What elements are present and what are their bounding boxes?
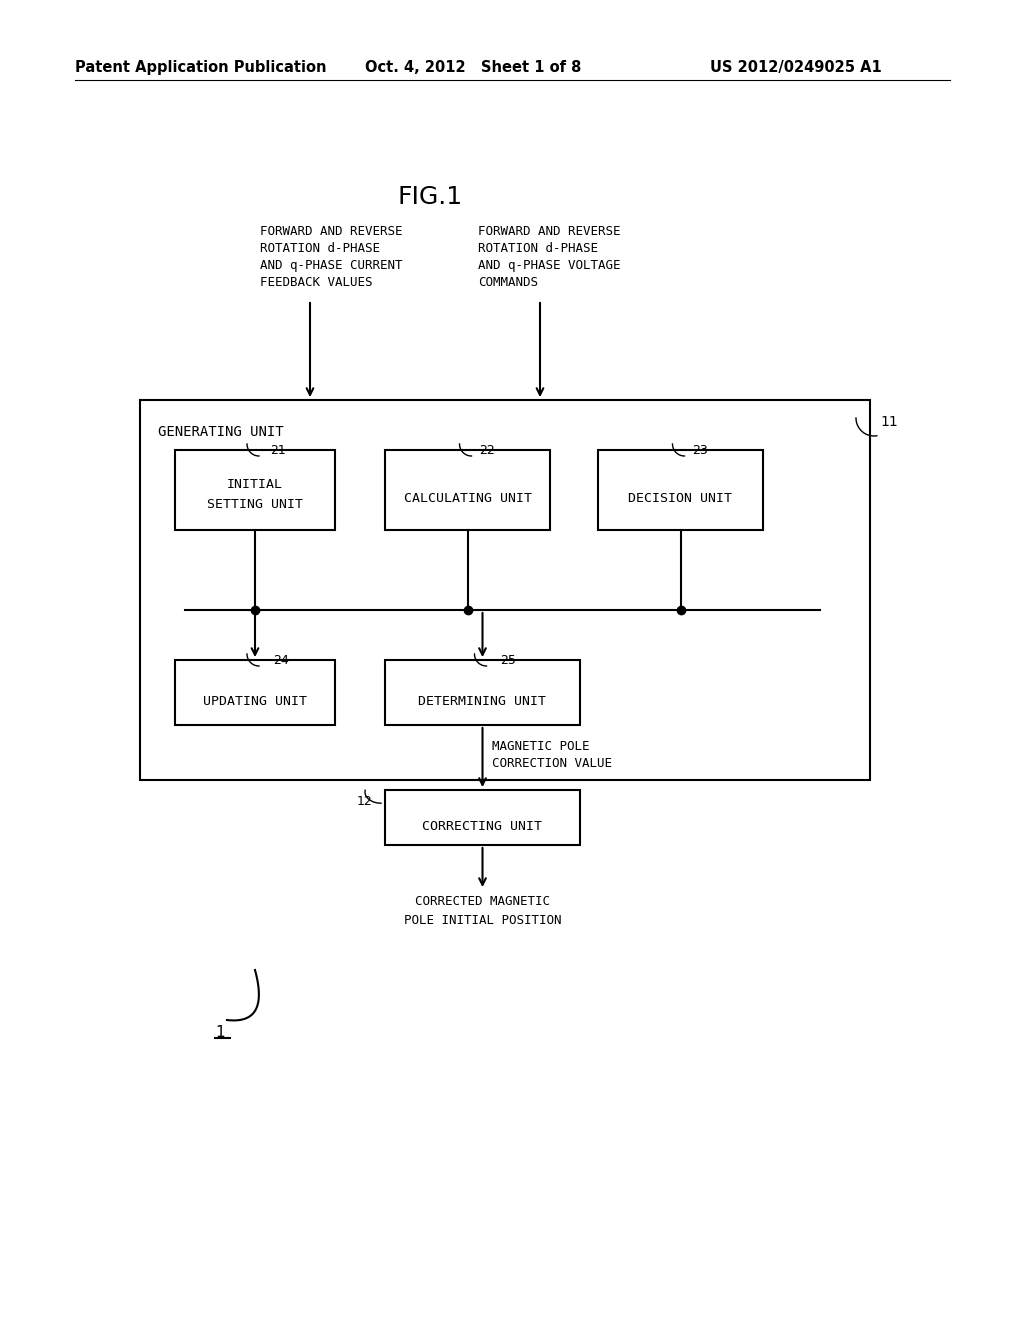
Text: US 2012/0249025 A1: US 2012/0249025 A1: [710, 59, 882, 75]
Text: CORRECTED MAGNETIC: CORRECTED MAGNETIC: [415, 895, 550, 908]
Text: FEEDBACK VALUES: FEEDBACK VALUES: [260, 276, 373, 289]
Text: 23: 23: [692, 444, 709, 457]
Bar: [175, 660, 335, 725]
Text: FORWARD AND REVERSE: FORWARD AND REVERSE: [260, 224, 402, 238]
Bar: [598, 450, 763, 531]
Text: COMMANDS: COMMANDS: [478, 276, 538, 289]
Text: 24: 24: [273, 653, 289, 667]
Text: DETERMINING UNIT: DETERMINING UNIT: [419, 696, 547, 708]
Text: ROTATION d-PHASE: ROTATION d-PHASE: [478, 242, 598, 255]
Text: SETTING UNIT: SETTING UNIT: [207, 498, 303, 511]
Bar: [175, 450, 335, 531]
Bar: [385, 660, 580, 725]
Text: DECISION UNIT: DECISION UNIT: [629, 492, 732, 506]
Text: 11: 11: [880, 414, 898, 429]
Text: POLE INITIAL POSITION: POLE INITIAL POSITION: [403, 913, 561, 927]
Text: 21: 21: [270, 444, 286, 457]
Text: AND q-PHASE VOLTAGE: AND q-PHASE VOLTAGE: [478, 259, 621, 272]
Text: CORRECTION VALUE: CORRECTION VALUE: [493, 756, 612, 770]
Text: MAGNETIC POLE: MAGNETIC POLE: [493, 741, 590, 752]
Text: FIG.1: FIG.1: [397, 185, 463, 209]
Text: FORWARD AND REVERSE: FORWARD AND REVERSE: [478, 224, 621, 238]
Text: GENERATING UNIT: GENERATING UNIT: [158, 425, 284, 440]
Text: AND q-PHASE CURRENT: AND q-PHASE CURRENT: [260, 259, 402, 272]
Text: 12: 12: [357, 795, 373, 808]
Text: 1: 1: [215, 1026, 224, 1040]
Bar: [385, 789, 580, 845]
Text: CORRECTING UNIT: CORRECTING UNIT: [423, 820, 543, 833]
Text: UPDATING UNIT: UPDATING UNIT: [203, 696, 307, 708]
Text: Oct. 4, 2012   Sheet 1 of 8: Oct. 4, 2012 Sheet 1 of 8: [365, 59, 582, 75]
Text: CALCULATING UNIT: CALCULATING UNIT: [403, 492, 531, 506]
Text: 22: 22: [479, 444, 496, 457]
Bar: [140, 400, 870, 780]
Text: Patent Application Publication: Patent Application Publication: [75, 59, 327, 75]
Text: ROTATION d-PHASE: ROTATION d-PHASE: [260, 242, 380, 255]
Text: 25: 25: [501, 653, 516, 667]
Text: INITIAL: INITIAL: [227, 478, 283, 491]
Bar: [385, 450, 550, 531]
